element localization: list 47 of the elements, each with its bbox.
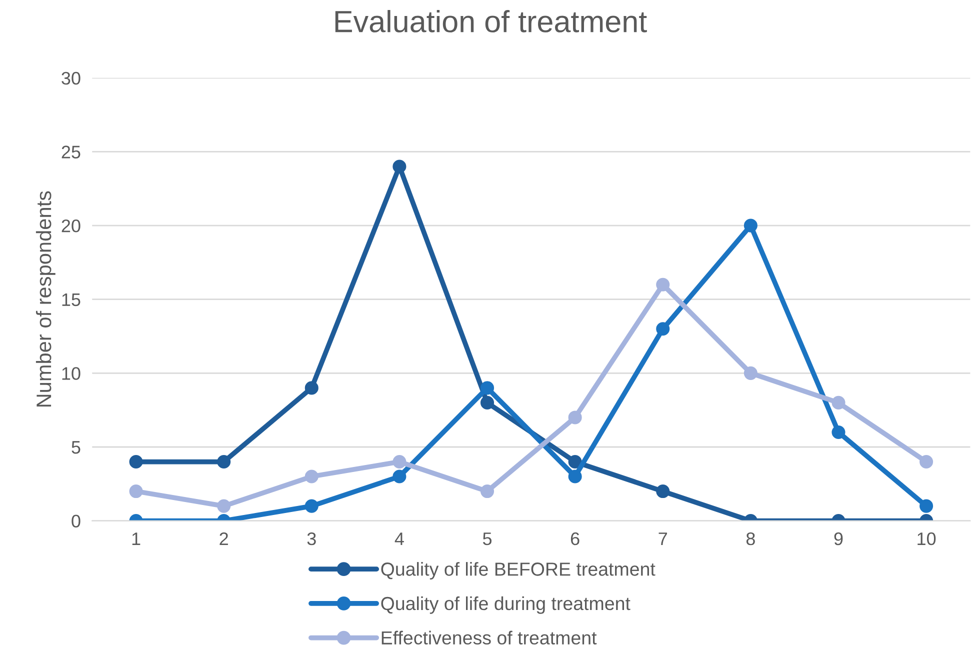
y-axis-title: Number of respondents	[36, 191, 56, 407]
x-tick-label: 10	[918, 532, 936, 546]
point	[744, 218, 758, 232]
point	[392, 160, 406, 174]
x-tick-label: 6	[570, 532, 580, 546]
y-tick-label: 15	[62, 293, 80, 306]
chart-title: Evaluation of treatment	[335, 10, 647, 32]
x-tick-label: 7	[658, 532, 667, 546]
point	[832, 396, 846, 410]
point	[392, 470, 406, 484]
x-tick-label: 9	[834, 532, 843, 546]
y-tick-label: 0	[72, 514, 80, 528]
y-tick-label: 25	[62, 146, 80, 158]
point	[217, 499, 231, 513]
y-tick-label: 30	[62, 72, 80, 85]
point	[568, 410, 582, 424]
point	[304, 470, 318, 484]
legend-label: Effectiveness of treatment	[382, 630, 597, 645]
point	[480, 381, 494, 395]
legend-label: Quality of life during treatment	[381, 596, 630, 614]
point	[920, 454, 934, 469]
point	[129, 484, 143, 498]
point	[656, 278, 670, 292]
y-tick-label: 5	[72, 441, 80, 454]
point	[744, 366, 758, 380]
x-tick-label: 8	[746, 532, 755, 546]
point	[480, 396, 494, 410]
x-tick-label: 4	[394, 532, 404, 546]
point	[304, 499, 318, 513]
point	[832, 425, 846, 440]
y-tick-label: 10	[62, 367, 80, 380]
legend-label: Quality of life BEFORE treatment	[381, 562, 656, 580]
point	[392, 454, 406, 469]
y-tick-label: 20	[62, 219, 80, 232]
point	[304, 381, 318, 395]
x-tick-label: 3	[307, 532, 316, 546]
point	[920, 499, 934, 513]
x-tick-label: 1	[132, 532, 140, 546]
point	[568, 470, 582, 484]
point	[656, 322, 670, 336]
x-tick-label: 2	[220, 532, 228, 546]
x-tick-label: 5	[482, 532, 492, 546]
point	[217, 454, 231, 469]
point	[129, 454, 143, 469]
point	[568, 454, 582, 469]
point	[480, 484, 494, 498]
point	[656, 484, 670, 498]
